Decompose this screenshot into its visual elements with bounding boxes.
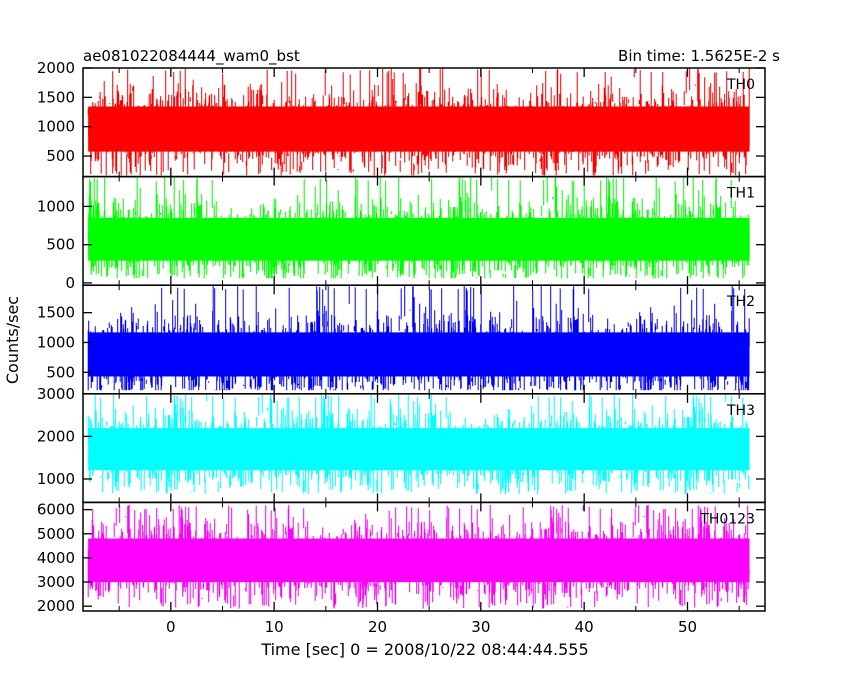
y-tick-label: 1000 <box>37 118 75 136</box>
y-tick-label: 1000 <box>37 333 75 351</box>
y-tick-label: 2000 <box>37 59 75 77</box>
panel-th1: 0 500 1000 TH1 <box>37 175 766 292</box>
panels-group: 500100015002000TH005001000TH150010001500… <box>37 59 766 636</box>
chart-title-right: Bin time: 1.5625E-2 s <box>618 47 780 65</box>
panel-frame <box>82 501 766 612</box>
y-tick-label: 5000 <box>37 525 75 543</box>
chart-title-left: ae081022084444_wam0_bst <box>83 47 300 66</box>
x-tick-label: 50 <box>678 618 697 636</box>
panel-label-th3: TH3 <box>726 403 755 419</box>
y-tick-label: 500 <box>46 363 75 381</box>
panel-label-th2: TH2 <box>726 294 755 310</box>
panel-label-th0: TH0 <box>726 77 755 93</box>
series-line-th2 <box>87 285 750 391</box>
panel-th0: 500 1000 1500 2000 TH0 <box>37 59 766 178</box>
panel-label-th0123: TH0123 <box>699 511 755 527</box>
series-line-th1 <box>87 176 750 279</box>
panel-th3: 1000 2000 3000 TH3 <box>37 385 766 504</box>
panel-th0123: 2000 3000 4000 5000 6000 TH0123 <box>37 501 766 615</box>
y-tick-label: 2000 <box>37 597 75 615</box>
y-tick-label: 500 <box>46 236 75 254</box>
panel-label-th1: TH1 <box>726 186 755 202</box>
series-line-th0123 <box>87 504 750 609</box>
y-tick-label: 1000 <box>37 470 75 488</box>
x-tick-label: 40 <box>575 618 594 636</box>
y-tick-label: 0 <box>65 274 75 292</box>
y-tick-label: 2000 <box>37 427 75 445</box>
y-axis-label: Counts/sec <box>3 296 22 384</box>
y-tick-label: 6000 <box>37 501 75 519</box>
series-line-th0 <box>87 68 750 176</box>
x-axis-label: Time [sec] 0 = 2008/10/22 08:44:44.555 <box>260 640 588 659</box>
x-tick-label: 0 <box>166 618 176 636</box>
y-tick-label: 500 <box>46 147 75 165</box>
series-line-th3 <box>87 393 750 494</box>
y-tick-label: 4000 <box>37 549 75 567</box>
y-tick-label: 1500 <box>37 88 75 106</box>
y-tick-label: 1000 <box>37 197 75 215</box>
y-tick-label: 3000 <box>37 573 75 591</box>
x-tick-label: 10 <box>265 618 284 636</box>
panel-th2: 500 1000 1500 TH2 <box>37 284 766 395</box>
x-tick-label: 30 <box>471 618 490 636</box>
x-tick-label: 20 <box>368 618 387 636</box>
y-tick-label: 3000 <box>37 385 75 403</box>
y-tick-label: 1500 <box>37 304 75 322</box>
